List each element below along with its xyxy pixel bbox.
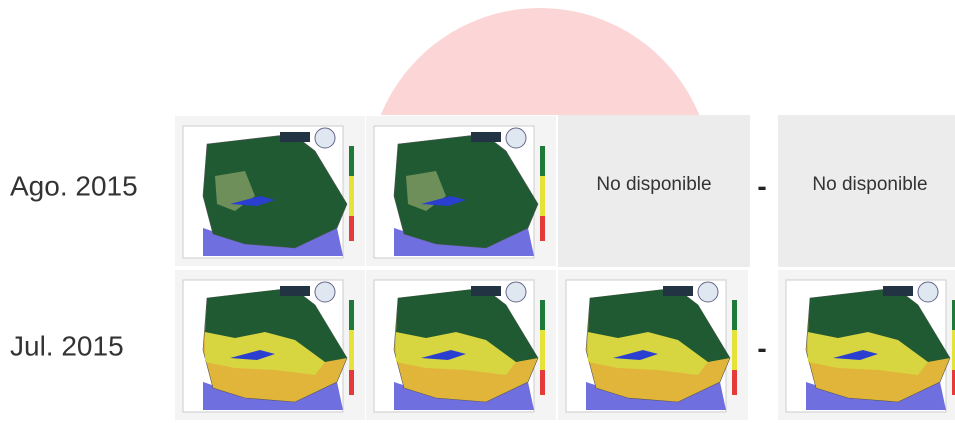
separator: - bbox=[757, 332, 766, 363]
land-north bbox=[396, 288, 538, 362]
sea bbox=[394, 228, 534, 256]
row-label: Ago. 2015 bbox=[10, 170, 138, 201]
logo bbox=[697, 281, 719, 303]
map-thumbnail bbox=[778, 270, 955, 420]
colorbar-green bbox=[540, 300, 545, 330]
sea bbox=[203, 228, 343, 256]
map-thumbnail bbox=[558, 270, 748, 420]
logo-text bbox=[280, 132, 310, 142]
lake bbox=[230, 196, 275, 206]
colorbar-yellow bbox=[952, 330, 955, 370]
land bbox=[393, 133, 539, 249]
colorbar-yellow bbox=[732, 330, 737, 370]
colorbar-yellow bbox=[349, 330, 354, 370]
sea bbox=[806, 382, 946, 410]
lake bbox=[421, 196, 466, 206]
separator: - bbox=[757, 170, 766, 201]
colorbar-red bbox=[540, 216, 545, 241]
sea bbox=[203, 382, 343, 410]
lake bbox=[230, 350, 275, 360]
row-label: Jul. 2015 bbox=[10, 330, 124, 361]
sea bbox=[394, 382, 534, 410]
sea bbox=[586, 382, 726, 410]
map-thumbnail bbox=[366, 116, 556, 266]
logo bbox=[505, 281, 527, 303]
logo-text bbox=[280, 286, 310, 296]
colorbar-red bbox=[349, 370, 354, 395]
unavailable-box bbox=[778, 115, 955, 267]
logo bbox=[917, 281, 939, 303]
colorbar-red bbox=[732, 370, 737, 395]
lake bbox=[833, 350, 878, 360]
colorbar-red bbox=[952, 370, 955, 395]
colorbar-yellow bbox=[540, 330, 545, 370]
map-thumbnail bbox=[366, 270, 556, 420]
map-thumbnails bbox=[175, 116, 955, 420]
colorbar-green bbox=[349, 300, 354, 330]
colorbar-red bbox=[349, 216, 354, 241]
unavailable-text: No disponible bbox=[812, 174, 927, 195]
logo bbox=[505, 127, 527, 149]
unavailable-box bbox=[558, 115, 750, 267]
colorbar-yellow bbox=[349, 176, 354, 216]
logo-text bbox=[471, 132, 501, 142]
land bbox=[202, 133, 348, 249]
unavailable-text: No disponible bbox=[596, 174, 711, 195]
map-thumbnail bbox=[175, 116, 365, 266]
land-north bbox=[588, 288, 730, 362]
colorbar-green bbox=[952, 300, 955, 330]
logo-text bbox=[471, 286, 501, 296]
colorbar-yellow bbox=[540, 176, 545, 216]
colorbar-red bbox=[540, 370, 545, 395]
colorbar-green bbox=[349, 146, 354, 176]
lake bbox=[421, 350, 466, 360]
lake bbox=[613, 350, 658, 360]
colorbar-green bbox=[540, 146, 545, 176]
logo-text bbox=[883, 286, 913, 296]
logo-text bbox=[663, 286, 693, 296]
colorbar-green bbox=[732, 300, 737, 330]
land-north bbox=[205, 288, 347, 362]
map-thumbnail bbox=[175, 270, 365, 420]
logo bbox=[314, 127, 336, 149]
logo bbox=[314, 281, 336, 303]
land-north bbox=[808, 288, 950, 362]
